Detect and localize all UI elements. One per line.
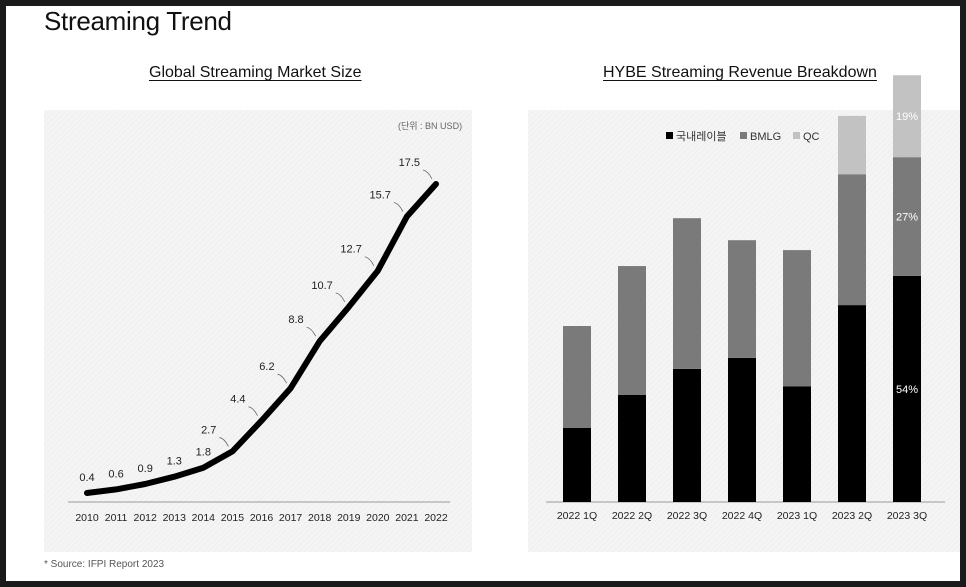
segment-label: 27% — [896, 212, 918, 224]
bar-segment — [838, 174, 866, 306]
legend-swatch — [793, 132, 800, 139]
data-label: 17.5 — [399, 157, 420, 169]
leader-line — [335, 292, 346, 303]
data-label: 4.4 — [230, 394, 245, 406]
bar-chart-title: HYBE Streaming Revenue Breakdown — [603, 64, 877, 81]
x-tick-label: 2023 1Q — [777, 510, 817, 522]
x-tick-label: 2016 — [250, 512, 274, 524]
data-label: 6.2 — [259, 361, 274, 373]
data-label: 12.7 — [340, 244, 361, 256]
legend-label: QC — [803, 131, 820, 143]
data-label: 1.8 — [196, 447, 211, 459]
bar-segment — [838, 115, 866, 175]
x-tick-label: 2012 — [133, 512, 157, 524]
segment-label: 19% — [896, 111, 918, 123]
leader-line — [248, 406, 258, 416]
bar-segment — [673, 368, 701, 502]
x-tick-label: 2022 1Q — [557, 510, 597, 522]
data-label: 0.9 — [138, 463, 153, 475]
x-tick-label: 2011 — [105, 512, 128, 524]
x-tick-label: 2014 — [192, 512, 216, 524]
series-line — [84, 181, 439, 496]
data-label: 0.4 — [79, 472, 94, 484]
data-label: 0.6 — [108, 468, 123, 480]
leader-line — [219, 437, 229, 447]
bar-segment — [783, 250, 811, 387]
leader-line — [364, 256, 375, 266]
leader-line — [393, 202, 404, 212]
data-label: 8.8 — [288, 314, 303, 326]
leader-line — [306, 326, 317, 337]
bar-segment — [783, 386, 811, 502]
x-tick-label: 2019 — [337, 512, 361, 524]
x-tick-label: 2013 — [163, 512, 187, 524]
footnote: * Source: IFPI Report 2023 — [44, 559, 165, 570]
x-tick-label: 2022 3Q — [667, 510, 707, 522]
line-chart: 0.4 2010 0.6 2011 0.9 2012 1.3 2013 1.8 2014 2.7 20… — [68, 157, 450, 524]
bar-segment — [563, 427, 591, 502]
x-tick-label: 2021 — [395, 512, 419, 524]
slide: Streaming Trend Global Streaming Market … — [6, 6, 960, 581]
bar-segment — [893, 275, 921, 502]
bar-segment — [563, 326, 591, 428]
stacked-bar-chart: 2022 1Q 2022 2Q 2022 3Q 2022 4Q 2023 1Q 2023 … — [546, 75, 945, 522]
bar-segment — [838, 305, 866, 502]
segment-label: 54% — [896, 384, 918, 396]
legend-swatch — [666, 132, 673, 139]
x-tick-label: 2022 — [424, 512, 448, 524]
line-chart-title: Global Streaming Market Size — [149, 64, 362, 81]
leader-line — [277, 373, 287, 384]
bar-segment — [893, 157, 921, 276]
x-tick-label: 2023 3Q — [887, 510, 927, 522]
legend-swatch — [740, 132, 747, 139]
x-tick-label: 2015 — [221, 512, 245, 524]
bar-segment — [618, 394, 646, 502]
x-tick-label: 2023 2Q — [832, 510, 872, 522]
x-tick-label: 2022 2Q — [612, 510, 652, 522]
bar-segment — [728, 357, 756, 502]
bar-segment — [728, 240, 756, 358]
x-tick-label: 2018 — [308, 512, 332, 524]
x-tick-label: 2017 — [279, 512, 303, 524]
bar-segment — [673, 218, 701, 369]
data-label: 15.7 — [369, 190, 390, 202]
legend-label: BMLG — [750, 131, 781, 143]
data-label: 2.7 — [201, 424, 216, 436]
line-chart-panel — [44, 110, 472, 552]
leader-line — [422, 169, 433, 180]
data-label: 10.7 — [311, 280, 332, 292]
x-tick-label: 2022 4Q — [722, 510, 762, 522]
page-title: Streaming Trend — [44, 6, 232, 36]
legend-label: 국내레이블 — [676, 130, 727, 143]
x-tick-label: 2010 — [75, 512, 99, 524]
x-tick-label: 2020 — [366, 512, 390, 524]
bar-segment — [618, 266, 646, 395]
bar-segment — [893, 75, 921, 158]
unit-note: (단위 : BN USD) — [398, 121, 463, 131]
data-label: 1.3 — [167, 456, 182, 468]
